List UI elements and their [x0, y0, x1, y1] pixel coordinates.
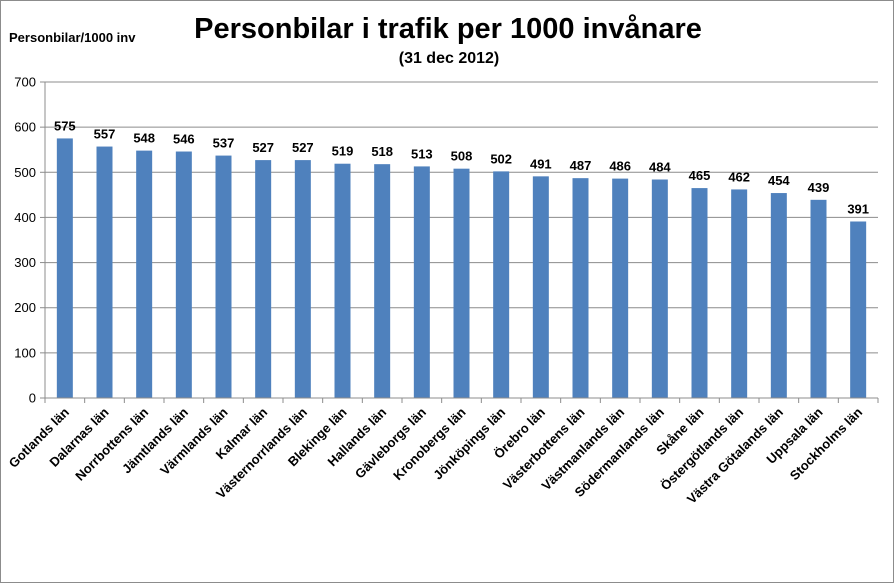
chart-subtitle: (31 dec 2012) [399, 50, 500, 67]
data-label: 454 [768, 173, 790, 188]
y-tick-label: 400 [14, 210, 36, 225]
data-label: 439 [808, 180, 830, 195]
axes [44, 82, 878, 403]
x-tick-label: Stockholms län [787, 404, 866, 483]
bar [731, 189, 748, 398]
bar [175, 151, 192, 398]
y-tick-label: 600 [14, 120, 36, 135]
data-label: 487 [570, 158, 592, 173]
data-label: 518 [371, 144, 393, 159]
data-label: 519 [332, 144, 354, 159]
data-label: 484 [649, 160, 671, 175]
data-label: 513 [411, 146, 433, 161]
x-tick-label: Gävleborgs län [352, 404, 429, 481]
bar [612, 178, 629, 398]
data-labels: 575 557 548 546 537 527 527 519 518 513 508 502 491 4… [54, 118, 869, 216]
y-tick-label: 100 [14, 345, 36, 360]
x-tick-label: Jönköpings län [430, 404, 508, 482]
data-label: 502 [490, 151, 512, 166]
data-label: 527 [292, 140, 314, 155]
bar [651, 179, 668, 398]
data-label: 491 [530, 156, 552, 171]
data-label: 557 [94, 127, 116, 142]
bar [532, 176, 549, 398]
chart-title: Personbilar i trafik per 1000 invånare [194, 13, 702, 45]
bar [691, 188, 708, 398]
bar [255, 160, 272, 398]
bar [294, 160, 311, 398]
data-label: 465 [689, 168, 711, 183]
data-label: 537 [213, 136, 235, 151]
data-label: 508 [451, 149, 473, 164]
bar [96, 146, 113, 398]
data-label: 462 [728, 169, 750, 184]
bars [56, 138, 867, 398]
y-axis-ticks: 0 100 200 300 400 500 600 700 [14, 75, 45, 406]
data-label: 391 [847, 201, 869, 216]
data-label: 486 [609, 159, 631, 174]
y-tick-label: 200 [14, 300, 36, 315]
bar [493, 171, 510, 398]
y-tick-label: 300 [14, 255, 36, 270]
bar [334, 163, 351, 398]
bar [215, 155, 232, 398]
bar [810, 199, 827, 398]
bar [374, 164, 391, 398]
x-tick-label: Kronobergs län [390, 404, 469, 483]
bar [770, 193, 787, 398]
data-label: 548 [133, 131, 155, 146]
y-tick-label: 700 [14, 75, 36, 90]
bar [136, 150, 153, 398]
bar [453, 168, 470, 398]
bar [413, 166, 430, 398]
data-label: 546 [173, 132, 195, 147]
bar [850, 221, 867, 398]
bar [56, 138, 73, 398]
y-axis-label: Personbilar/1000 inv [9, 30, 136, 45]
data-label: 527 [252, 140, 274, 155]
y-tick-label: 0 [29, 391, 36, 406]
bar [572, 178, 589, 398]
y-tick-label: 500 [14, 165, 36, 180]
data-label: 575 [54, 118, 76, 133]
